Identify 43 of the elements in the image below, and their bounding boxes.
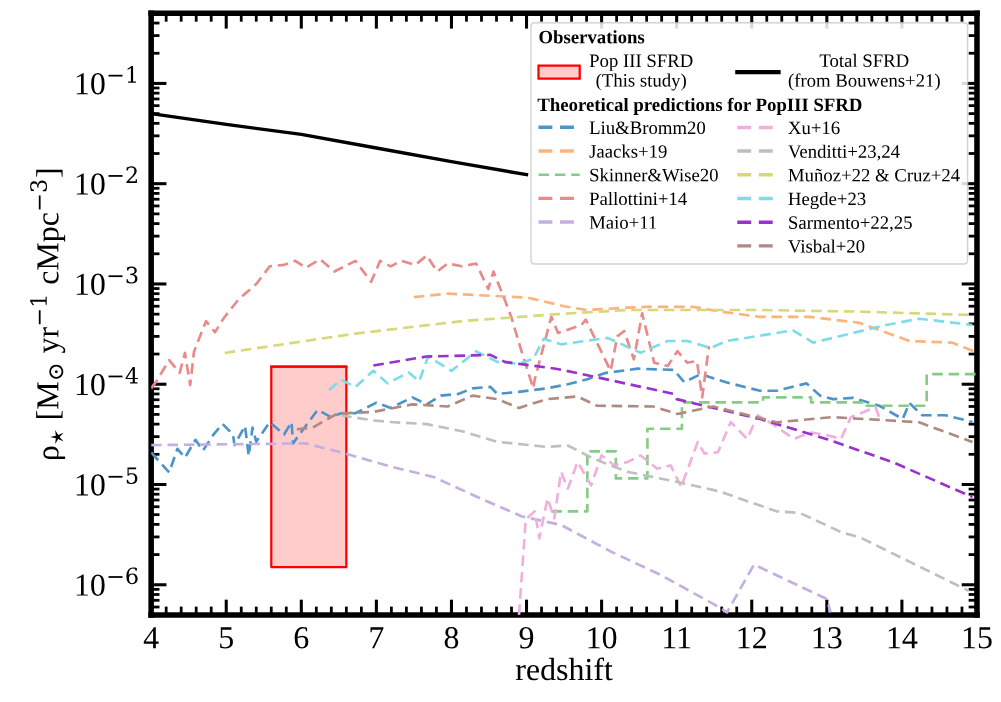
x-tick-label: 5: [220, 627, 233, 649]
line-series: [339, 413, 971, 593]
line-series: [295, 394, 974, 444]
legend-label: Liu&Bromm20: [589, 121, 706, 135]
x-tick-label: 9: [519, 627, 534, 649]
legend-label: Venditti+23,24: [788, 144, 900, 161]
line-series: [151, 254, 711, 399]
legend-label: Sarmento+22,25: [789, 216, 912, 232]
y-tick-label: 10$^{−1}$: [76, 66, 136, 95]
y-tick-label: 10$^{−4}$: [76, 366, 138, 396]
legend-label: Skinner&Wise20: [590, 168, 718, 182]
y-tick-label: 10$^{−2}$: [76, 166, 137, 195]
line-series: [151, 442, 832, 614]
legend-label: Xu+16: [788, 121, 840, 135]
x-tick-label: 13: [813, 627, 842, 649]
line-series: [517, 405, 883, 615]
line-series: [151, 367, 974, 474]
line-series: [327, 317, 974, 392]
x-tick-label: 12: [738, 627, 766, 649]
x-tick-label: 14: [888, 627, 918, 649]
annotation: Theoretical predictions for PopIII SFRD: [537, 97, 862, 115]
x-tick-label: 8: [444, 626, 459, 649]
line-series: [372, 353, 974, 499]
legend-label: Muñoz+22 & Cruz+24: [788, 168, 960, 182]
legend-label: Hegde+23: [788, 192, 866, 210]
legend-label: Maio+11: [589, 216, 657, 229]
x-tick-label: 6: [294, 627, 309, 649]
legend-label: Jaacks+19: [589, 144, 667, 158]
legend-label: Pop III SFRD (This study): [589, 54, 693, 91]
x-tick-label: 15: [963, 627, 992, 649]
x-tick-label: 4: [143, 627, 159, 649]
legend-title: Observations: [539, 30, 645, 44]
x-tick-label: 7: [370, 627, 384, 649]
legend-label: Pallottini+14: [589, 191, 687, 206]
legend-label: Total SFRD (from Bouwens+21): [788, 53, 940, 91]
text: ρ$_{⋆}$ [M$_{⊙}$ yr$^{−1}$ cMpc$^{−3}$]: [30, 169, 66, 460]
y-tick-label: 10$^{−5}$: [76, 467, 138, 496]
x-tick-label: 10: [588, 626, 617, 649]
x-axis-title: redshift: [515, 657, 613, 681]
legend-label: Visbal+20: [788, 239, 865, 253]
x-tick-label: 11: [664, 627, 691, 649]
y-tick-label: 10$^{−6}$: [76, 567, 138, 596]
y-tick-label: 10$^{−3}$: [76, 266, 138, 296]
